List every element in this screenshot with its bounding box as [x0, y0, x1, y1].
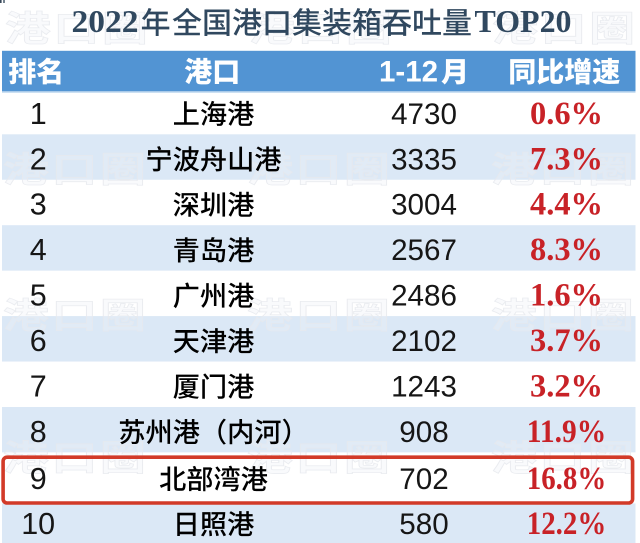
svg-text:2022: 2022	[72, 4, 139, 39]
svg-text:6: 6	[30, 324, 47, 358]
svg-text:TOP20: TOP20	[475, 4, 572, 39]
svg-text:12.2%: 12.2%	[527, 506, 607, 542]
svg-text:0.6%: 0.6%	[530, 96, 603, 132]
svg-text:7: 7	[30, 370, 47, 404]
svg-text:908: 908	[399, 416, 448, 449]
svg-text:2102: 2102	[391, 325, 457, 358]
svg-text:11.9%: 11.9%	[527, 414, 607, 450]
svg-text:580: 580	[399, 508, 448, 541]
svg-text:3335: 3335	[391, 143, 457, 176]
svg-text:8.3%: 8.3%	[530, 232, 603, 268]
svg-text:3.7%: 3.7%	[530, 323, 603, 359]
svg-text:3: 3	[30, 188, 47, 222]
svg-text:702: 702	[399, 463, 448, 496]
svg-text:5: 5	[30, 279, 47, 313]
svg-text:2486: 2486	[391, 280, 457, 313]
svg-text:4730: 4730	[391, 98, 457, 131]
svg-text:1: 1	[30, 97, 47, 131]
svg-text:4.4%: 4.4%	[530, 187, 603, 223]
svg-text:4: 4	[30, 233, 47, 267]
svg-text:10: 10	[21, 507, 55, 541]
svg-text:1-12: 1-12	[379, 56, 438, 89]
svg-text:7.3%: 7.3%	[530, 141, 603, 177]
svg-text:2567: 2567	[391, 234, 457, 267]
svg-text:1243: 1243	[391, 371, 457, 404]
svg-text:3004: 3004	[391, 189, 457, 222]
svg-text:1.6%: 1.6%	[530, 278, 603, 314]
svg-text:9: 9	[30, 462, 47, 496]
svg-text:2: 2	[30, 142, 47, 176]
svg-text:8: 8	[30, 415, 47, 449]
svg-text:3.2%: 3.2%	[530, 369, 603, 405]
svg-text:16.8%: 16.8%	[527, 461, 607, 497]
